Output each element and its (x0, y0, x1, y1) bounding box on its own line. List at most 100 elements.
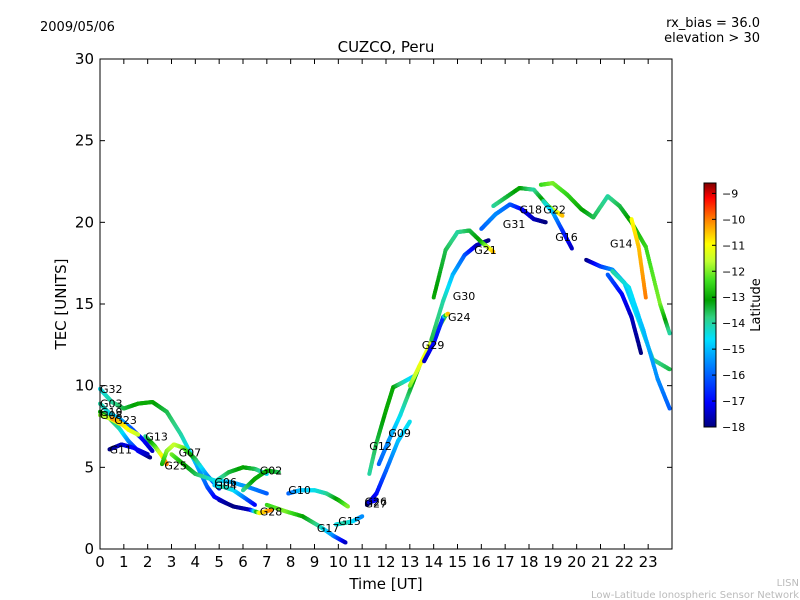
x-tick-label: 1 (119, 553, 129, 571)
series-g25 (160, 442, 222, 491)
satellite-label: G23 (114, 414, 137, 427)
satellite-label: G15 (338, 515, 361, 528)
x-tick-label: 12 (376, 553, 395, 571)
colorbar-tick-label: −13 (722, 291, 745, 304)
satellite-label: G21 (474, 244, 497, 257)
data-point (667, 367, 672, 372)
x-tick-label: 18 (519, 553, 538, 571)
colorbar-tick-label: −17 (722, 395, 745, 408)
y-tick-label: 15 (75, 295, 94, 313)
data-point (667, 331, 672, 336)
satellite-label: G17 (317, 522, 340, 535)
y-tick-label: 10 (75, 377, 94, 395)
series-g11 (107, 442, 150, 457)
data-point (643, 295, 648, 300)
x-tick-label: 20 (567, 553, 586, 571)
x-tick-label: 22 (615, 553, 634, 571)
y-tick-label: 30 (75, 50, 94, 68)
colorbar-label: Latitude (749, 278, 764, 332)
data-point (148, 455, 153, 460)
x-tick-label: 17 (496, 553, 515, 571)
colorbar-tick-label: −12 (722, 265, 745, 278)
satellite-label: G07 (179, 447, 202, 460)
colorbar-ticks: −9 −10 −11 −12 −13 −14 −15 −16 −17 −18 (712, 187, 745, 434)
satellite-label: G28 (260, 505, 283, 518)
plot-area (98, 181, 672, 545)
x-tick-label: 0 (95, 553, 105, 571)
satellite-label: G24 (448, 311, 471, 324)
satellite-label: G10 (288, 484, 311, 497)
axes: 0 1 2 3 4 5 6 7 8 9 10 11 12 13 14 15 16 17 18 19 20 21 22 2305… (75, 50, 672, 571)
data-point (343, 540, 348, 545)
satellite-label: G30 (453, 290, 476, 303)
data-point (667, 406, 672, 411)
colorbar-tick-label: −9 (722, 187, 738, 200)
data-point (486, 238, 491, 243)
satellite-label: G16 (555, 231, 578, 244)
data-point (164, 462, 169, 467)
x-tick-label: 10 (329, 553, 348, 571)
series-g22b (629, 217, 648, 300)
satellite-label: G14 (610, 238, 633, 251)
x-tick-label: 4 (191, 553, 201, 571)
satellite-label: G18 (520, 203, 543, 216)
satellite-labels: G32G03G19G08G23G11G13G07G25G06G04G02G28G… (100, 203, 633, 535)
y-tick-label: 0 (84, 540, 94, 558)
satellite-label: G09 (388, 427, 411, 440)
x-tick-label: 7 (262, 553, 272, 571)
satellite-label: G31 (503, 218, 526, 231)
colorbar-tick-label: −11 (722, 239, 745, 252)
x-axis-label: Time [UT] (348, 575, 422, 593)
rx-bias-label: rx_bias = 36.0 (666, 16, 760, 31)
x-tick-label: 23 (639, 553, 658, 571)
x-tick-label: 21 (591, 553, 610, 571)
data-point (345, 504, 350, 509)
x-tick-label: 9 (310, 553, 320, 571)
colorbar-tick-label: −14 (722, 317, 745, 330)
elevation-label: elevation > 30 (664, 31, 760, 46)
satellite-label: G27 (365, 497, 388, 510)
x-tick-label: 15 (448, 553, 467, 571)
x-tick-label: 14 (424, 553, 443, 571)
x-tick-label: 6 (238, 553, 248, 571)
x-tick-label: 8 (286, 553, 296, 571)
satellite-label: G04 (214, 479, 237, 492)
footer-network: Low-Latitude Ionospheric Sensor Network (591, 590, 799, 600)
satellite-label: G25 (164, 460, 187, 473)
data-point (150, 449, 155, 453)
y-axis-label: TEC [UNITS] (52, 259, 70, 351)
colorbar-tick-label: −10 (722, 213, 745, 226)
x-tick-label: 11 (353, 553, 372, 571)
data-point (136, 432, 141, 437)
satellite-label: G32 (100, 383, 123, 396)
colorbar-tick-label: −16 (722, 369, 745, 382)
date-label: 2009/05/06 (40, 20, 115, 35)
data-point (543, 220, 548, 225)
data-point (264, 491, 269, 496)
y-tick-label: 20 (75, 213, 94, 231)
satellite-label: G22 (543, 203, 566, 216)
data-point (145, 452, 150, 457)
x-tick-label: 5 (214, 553, 224, 571)
satellite-label: G12 (369, 440, 392, 453)
data-point (407, 419, 412, 424)
x-tick-label: 19 (543, 553, 562, 571)
data-point (252, 502, 257, 507)
colorbar-tick-label: −18 (722, 421, 745, 434)
y-tick-label: 5 (84, 458, 94, 476)
satellite-label: G13 (145, 430, 168, 443)
satellite-label: G29 (422, 339, 445, 352)
x-tick-label: 16 (472, 553, 491, 571)
footer-lisn: LISN (777, 578, 799, 589)
series-g32 (98, 386, 229, 506)
series-g14 (584, 257, 672, 372)
colorbar-tick-label: −15 (722, 343, 745, 356)
chart-title: CUZCO, Peru (338, 38, 435, 56)
x-tick-label: 3 (167, 553, 177, 571)
satellite-label: G11 (110, 443, 133, 456)
x-tick-label: 2 (143, 553, 153, 571)
data-point (569, 246, 574, 251)
series-g23 (109, 416, 141, 437)
data-point (639, 351, 643, 355)
